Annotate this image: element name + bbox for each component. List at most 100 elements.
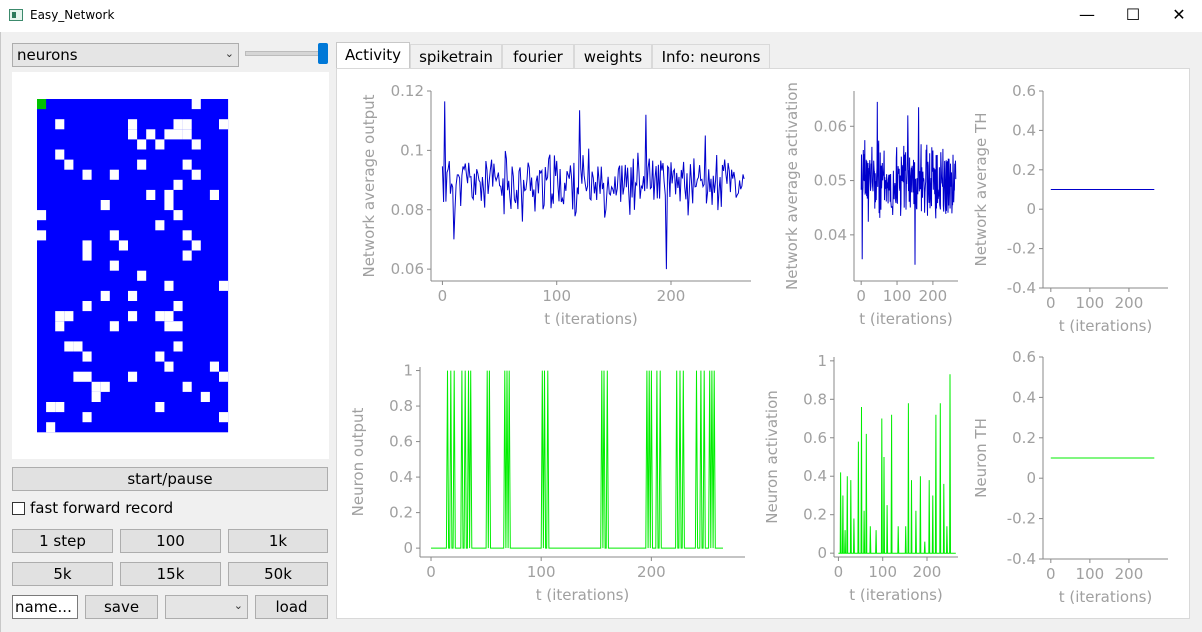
inactive-neuron bbox=[82, 351, 92, 362]
load-dropdown[interactable]: ⌄ bbox=[165, 595, 248, 619]
inactive-neuron bbox=[109, 260, 119, 271]
inactive-neuron bbox=[82, 371, 92, 382]
x-tick-label: 100 bbox=[527, 563, 556, 581]
inactive-neuron bbox=[155, 220, 165, 231]
inactive-neuron bbox=[191, 99, 201, 110]
y-tick-label: 0.6 bbox=[1012, 82, 1036, 100]
inactive-neuron bbox=[73, 371, 83, 382]
inactive-neuron bbox=[64, 159, 74, 170]
inactive-neuron bbox=[191, 139, 201, 150]
neuron-grid-panel bbox=[12, 72, 329, 459]
inactive-neuron bbox=[182, 159, 192, 170]
inactive-neuron bbox=[146, 129, 156, 140]
y-tick-label: -0.2 bbox=[1007, 240, 1036, 258]
inactive-neuron bbox=[46, 422, 56, 433]
inactive-neuron bbox=[100, 381, 110, 392]
tab-fourier[interactable]: fourier bbox=[502, 44, 574, 69]
inactive-neuron bbox=[137, 270, 147, 281]
inactive-neuron bbox=[173, 119, 183, 130]
inactive-neuron bbox=[55, 311, 65, 322]
inactive-neuron bbox=[155, 139, 165, 150]
inactive-neuron bbox=[164, 321, 174, 332]
y-tick-label: 0.4 bbox=[389, 468, 413, 486]
y-axis-label: Neuron activation bbox=[763, 390, 781, 524]
view-dropdown[interactable]: neurons ⌄ bbox=[12, 43, 239, 67]
inactive-neuron bbox=[173, 179, 183, 190]
minimize-button[interactable]: — bbox=[1079, 5, 1095, 24]
chart-neuron-activation: 0 0.2 0.4 0.6 0.8 1 0 100 200 t (iterations) Neuro… bbox=[763, 352, 958, 604]
y-tick-label: 0.8 bbox=[803, 390, 827, 408]
grid-slider-track[interactable] bbox=[245, 51, 327, 56]
x-tick-label: 100 bbox=[1076, 294, 1105, 312]
inactive-neuron bbox=[182, 381, 192, 392]
inactive-neuron bbox=[164, 189, 174, 200]
inactive-neuron bbox=[82, 169, 92, 180]
inactive-neuron bbox=[128, 290, 138, 301]
step-50k-button[interactable]: 50k bbox=[228, 562, 328, 586]
selected-neuron bbox=[37, 99, 47, 110]
inactive-neuron bbox=[191, 88, 201, 99]
inactive-neuron bbox=[128, 119, 138, 130]
step-15k-button[interactable]: 15k bbox=[120, 562, 221, 586]
y-tick-label: 0.2 bbox=[1012, 429, 1036, 447]
fast-forward-label: fast forward record bbox=[30, 499, 174, 517]
inactive-neuron bbox=[155, 351, 165, 362]
inactive-neuron bbox=[173, 129, 183, 140]
x-tick-label: 200 bbox=[637, 563, 666, 581]
inactive-neuron bbox=[173, 321, 183, 332]
x-tick-label: 200 bbox=[913, 563, 942, 581]
y-tick-label: 1 bbox=[403, 362, 413, 380]
name-input[interactable]: name... bbox=[12, 595, 78, 619]
y-tick-label: -0.2 bbox=[1007, 510, 1036, 528]
step-1-button[interactable]: 1 step bbox=[12, 529, 113, 553]
start-pause-button[interactable]: start/pause bbox=[12, 467, 328, 491]
inactive-neuron bbox=[109, 230, 119, 241]
tab-info-neurons[interactable]: Info: neurons bbox=[652, 44, 770, 69]
tab-spiketrain[interactable]: spiketrain bbox=[410, 44, 502, 69]
inactive-neuron bbox=[91, 391, 101, 402]
close-button[interactable]: ✕ bbox=[1172, 5, 1186, 24]
y-tick-label: 0 bbox=[817, 544, 827, 562]
load-button[interactable]: load bbox=[255, 595, 328, 619]
step-5k-button[interactable]: 5k bbox=[12, 562, 113, 586]
step-100-button[interactable]: 100 bbox=[120, 529, 221, 553]
fast-forward-checkbox[interactable] bbox=[12, 502, 25, 515]
y-tick-label: 0.4 bbox=[1012, 388, 1036, 406]
neuron-grid[interactable] bbox=[12, 72, 329, 459]
tab-weights[interactable]: weights bbox=[574, 44, 652, 69]
x-tick-label: 0 bbox=[438, 287, 448, 305]
inactive-neuron bbox=[164, 129, 174, 140]
step-1k-button[interactable]: 1k bbox=[228, 529, 328, 553]
inactive-neuron bbox=[164, 200, 174, 211]
inactive-neuron bbox=[109, 321, 119, 332]
x-axis-label: t (iterations) bbox=[859, 310, 953, 328]
inactive-neuron bbox=[37, 230, 47, 241]
grid-slider-handle[interactable] bbox=[318, 43, 328, 64]
inactive-neuron bbox=[55, 119, 65, 130]
x-tick-label: 200 bbox=[657, 287, 686, 305]
series-line bbox=[441, 101, 745, 270]
inactive-neuron bbox=[219, 280, 229, 291]
app-icon bbox=[9, 9, 23, 21]
y-tick-label: 0.05 bbox=[814, 172, 847, 190]
chart-net-th: -0.4 -0.2 0 0.2 0.4 0.6 0 100 200 t (iterations) N… bbox=[972, 82, 1168, 335]
inactive-neuron bbox=[173, 341, 183, 352]
x-tick-label: 200 bbox=[919, 287, 948, 305]
inactive-neuron bbox=[118, 240, 128, 251]
title-bar: Easy_Network — ☐ ✕ bbox=[0, 0, 1202, 32]
tab-activity[interactable]: Activity bbox=[336, 42, 410, 70]
y-tick-label: 0.6 bbox=[1012, 348, 1036, 366]
y-axis-label: Network average TH bbox=[972, 112, 990, 266]
y-tick-label: 1 bbox=[817, 352, 827, 370]
inactive-neuron bbox=[64, 311, 74, 322]
x-axis-label: t (iterations) bbox=[1059, 317, 1153, 335]
inactive-neuron bbox=[82, 240, 92, 251]
inactive-neuron bbox=[73, 341, 83, 352]
y-tick-label: 0.08 bbox=[391, 201, 424, 219]
x-tick-label: 100 bbox=[883, 287, 912, 305]
inactive-neuron bbox=[64, 341, 74, 352]
maximize-button[interactable]: ☐ bbox=[1125, 5, 1141, 24]
y-tick-label: 0.1 bbox=[400, 141, 424, 159]
save-button[interactable]: save bbox=[85, 595, 158, 619]
